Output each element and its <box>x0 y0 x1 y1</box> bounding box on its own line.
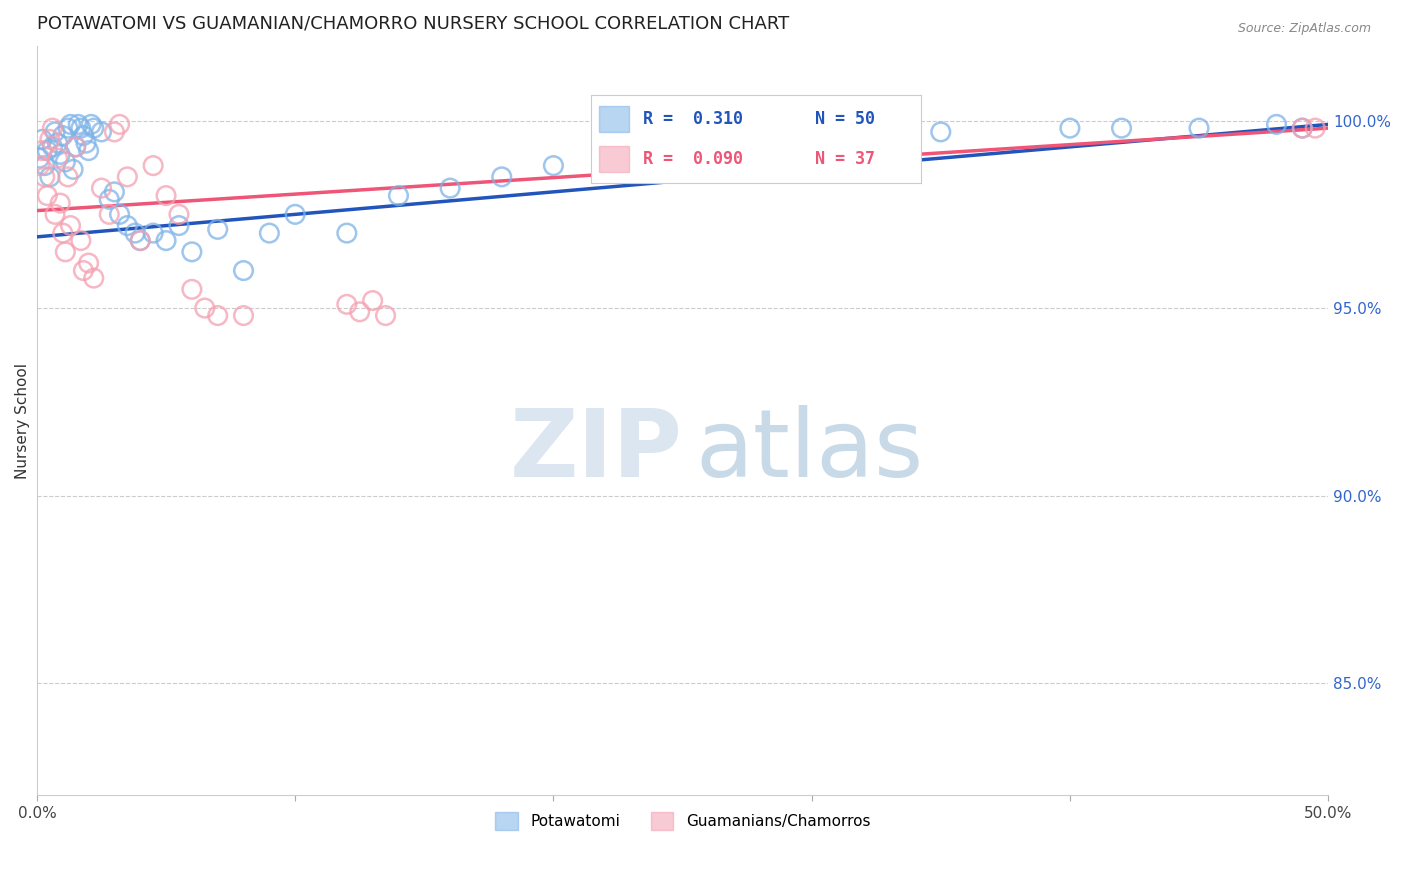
Point <box>180 244 202 259</box>
Point <box>77 144 100 158</box>
Point <box>103 125 125 139</box>
Point <box>80 117 103 131</box>
Point <box>34 169 56 184</box>
Point <box>44 207 66 221</box>
Point <box>336 297 359 311</box>
Point <box>41 121 63 136</box>
Point <box>1188 121 1211 136</box>
Point <box>207 222 229 236</box>
Point <box>34 159 56 173</box>
Point <box>65 140 87 154</box>
Point <box>70 234 93 248</box>
Point <box>117 219 139 233</box>
Point <box>28 159 51 173</box>
Text: N = 37: N = 37 <box>815 150 875 169</box>
Point <box>38 132 60 146</box>
Point <box>83 271 105 285</box>
Text: N = 50: N = 50 <box>815 110 875 128</box>
Text: atlas: atlas <box>696 404 924 497</box>
Text: ZIP: ZIP <box>509 404 682 497</box>
Point <box>62 162 84 177</box>
Point <box>65 140 87 154</box>
Point <box>387 188 409 202</box>
Point <box>90 125 112 139</box>
Point <box>117 169 139 184</box>
Point <box>53 244 76 259</box>
Point <box>129 234 152 248</box>
Point <box>1291 121 1313 136</box>
Point <box>37 188 59 202</box>
Point <box>142 159 165 173</box>
Point <box>439 181 461 195</box>
Point <box>56 121 79 136</box>
Point <box>155 234 177 248</box>
Point <box>374 309 396 323</box>
Point <box>31 144 53 158</box>
Point <box>49 196 72 211</box>
Point <box>46 136 69 150</box>
Point <box>98 207 121 221</box>
Point <box>108 117 131 131</box>
Point <box>361 293 384 308</box>
Point <box>194 301 217 315</box>
Point <box>1111 121 1133 136</box>
Point <box>336 226 359 240</box>
Legend: Potawatomi, Guamanians/Chamorros: Potawatomi, Guamanians/Chamorros <box>489 805 876 837</box>
Point <box>44 125 66 139</box>
Point <box>142 226 165 240</box>
Point <box>49 147 72 161</box>
Point <box>28 151 51 165</box>
Point <box>75 136 97 150</box>
Point <box>67 117 90 131</box>
Point <box>1265 117 1288 131</box>
Point <box>929 125 952 139</box>
Point <box>52 128 75 143</box>
Point <box>72 128 94 143</box>
Point <box>800 132 823 146</box>
Point <box>349 305 371 319</box>
Point <box>72 263 94 277</box>
Point <box>232 309 254 323</box>
Point <box>167 207 190 221</box>
Point <box>232 263 254 277</box>
Point <box>207 309 229 323</box>
FancyBboxPatch shape <box>599 146 628 172</box>
Point <box>59 117 82 131</box>
Point <box>129 234 152 248</box>
Point <box>38 169 60 184</box>
Point <box>41 140 63 154</box>
Point <box>491 169 513 184</box>
Point <box>259 226 281 240</box>
Point <box>52 226 75 240</box>
Point <box>1303 121 1326 136</box>
Text: POTAWATOMI VS GUAMANIAN/CHAMORRO NURSERY SCHOOL CORRELATION CHART: POTAWATOMI VS GUAMANIAN/CHAMORRO NURSERY… <box>37 15 789 33</box>
Point <box>53 154 76 169</box>
Point <box>56 169 79 184</box>
FancyBboxPatch shape <box>599 106 628 132</box>
Point <box>77 256 100 270</box>
Point <box>59 219 82 233</box>
Point <box>180 282 202 296</box>
Point <box>90 181 112 195</box>
Point <box>46 151 69 165</box>
Text: R =  0.310: R = 0.310 <box>644 110 744 128</box>
Point <box>167 219 190 233</box>
Point <box>1059 121 1081 136</box>
Point <box>1291 121 1313 136</box>
Point <box>543 159 565 173</box>
Point <box>155 188 177 202</box>
Point <box>98 192 121 206</box>
Text: Source: ZipAtlas.com: Source: ZipAtlas.com <box>1237 22 1371 36</box>
Point <box>37 144 59 158</box>
Point <box>83 121 105 136</box>
Point <box>284 207 307 221</box>
Y-axis label: Nursery School: Nursery School <box>15 362 30 478</box>
Point <box>103 185 125 199</box>
Point <box>671 144 693 158</box>
Point <box>31 132 53 146</box>
Point <box>70 121 93 136</box>
Text: R =  0.090: R = 0.090 <box>644 150 744 169</box>
Point <box>108 207 131 221</box>
Point <box>124 226 146 240</box>
